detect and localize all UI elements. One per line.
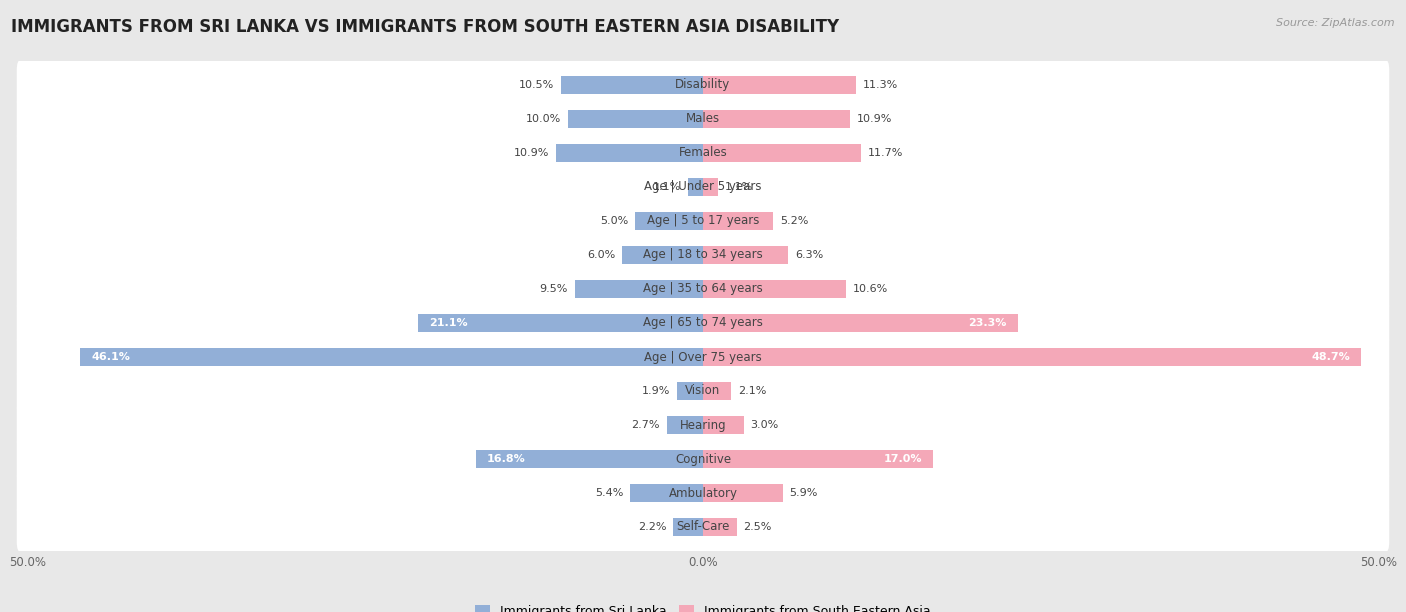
Bar xyxy=(621,246,703,264)
Bar xyxy=(630,484,703,502)
Bar xyxy=(568,110,703,128)
FancyBboxPatch shape xyxy=(17,128,1389,178)
Text: 5.2%: 5.2% xyxy=(780,216,808,226)
Bar xyxy=(80,348,703,366)
Text: Age | 18 to 34 years: Age | 18 to 34 years xyxy=(643,248,763,261)
Bar xyxy=(703,518,737,536)
Text: Self-Care: Self-Care xyxy=(676,520,730,534)
Text: 9.5%: 9.5% xyxy=(540,284,568,294)
Bar xyxy=(477,450,703,468)
Text: 6.3%: 6.3% xyxy=(794,250,823,260)
FancyBboxPatch shape xyxy=(17,332,1389,382)
Text: IMMIGRANTS FROM SRI LANKA VS IMMIGRANTS FROM SOUTH EASTERN ASIA DISABILITY: IMMIGRANTS FROM SRI LANKA VS IMMIGRANTS … xyxy=(11,18,839,36)
Text: Disability: Disability xyxy=(675,78,731,92)
Bar xyxy=(703,484,783,502)
FancyBboxPatch shape xyxy=(17,60,1389,110)
Text: 1.1%: 1.1% xyxy=(654,182,682,192)
Text: 1.1%: 1.1% xyxy=(724,182,752,192)
FancyBboxPatch shape xyxy=(17,298,1389,348)
Text: Age | Over 75 years: Age | Over 75 years xyxy=(644,351,762,364)
Text: 2.7%: 2.7% xyxy=(631,420,659,430)
Text: 10.5%: 10.5% xyxy=(519,80,554,90)
Text: Source: ZipAtlas.com: Source: ZipAtlas.com xyxy=(1277,18,1395,28)
FancyBboxPatch shape xyxy=(17,230,1389,280)
Bar xyxy=(666,416,703,434)
Text: Cognitive: Cognitive xyxy=(675,452,731,466)
Text: 11.3%: 11.3% xyxy=(862,80,897,90)
FancyBboxPatch shape xyxy=(17,468,1389,518)
Bar xyxy=(703,144,860,162)
Bar xyxy=(703,348,1361,366)
Text: 16.8%: 16.8% xyxy=(486,454,526,464)
Text: Hearing: Hearing xyxy=(679,419,727,431)
FancyBboxPatch shape xyxy=(17,196,1389,246)
Bar xyxy=(561,76,703,94)
Bar xyxy=(703,450,932,468)
Bar xyxy=(673,518,703,536)
Text: 46.1%: 46.1% xyxy=(91,352,129,362)
Text: 10.0%: 10.0% xyxy=(526,114,561,124)
Text: 3.0%: 3.0% xyxy=(751,420,779,430)
Text: Age | 35 to 64 years: Age | 35 to 64 years xyxy=(643,283,763,296)
Bar xyxy=(703,382,731,400)
Text: 2.2%: 2.2% xyxy=(638,522,666,532)
Text: Ambulatory: Ambulatory xyxy=(668,487,738,499)
FancyBboxPatch shape xyxy=(17,366,1389,416)
Text: 10.9%: 10.9% xyxy=(858,114,893,124)
FancyBboxPatch shape xyxy=(17,502,1389,552)
Bar xyxy=(703,76,856,94)
Text: Females: Females xyxy=(679,146,727,160)
FancyBboxPatch shape xyxy=(17,264,1389,314)
Bar xyxy=(703,246,789,264)
Text: 5.9%: 5.9% xyxy=(789,488,818,498)
Text: 5.4%: 5.4% xyxy=(595,488,623,498)
Text: 10.6%: 10.6% xyxy=(853,284,889,294)
Bar xyxy=(703,280,846,298)
Bar xyxy=(703,212,773,230)
Bar xyxy=(678,382,703,400)
Text: 6.0%: 6.0% xyxy=(586,250,616,260)
Text: 2.1%: 2.1% xyxy=(738,386,766,396)
Bar xyxy=(703,110,851,128)
Text: Males: Males xyxy=(686,113,720,125)
FancyBboxPatch shape xyxy=(17,162,1389,212)
FancyBboxPatch shape xyxy=(17,94,1389,144)
Bar xyxy=(636,212,703,230)
Text: 11.7%: 11.7% xyxy=(868,148,903,158)
Bar xyxy=(575,280,703,298)
FancyBboxPatch shape xyxy=(17,434,1389,484)
Text: 10.9%: 10.9% xyxy=(513,148,548,158)
Bar xyxy=(418,314,703,332)
Text: Age | Under 5 years: Age | Under 5 years xyxy=(644,181,762,193)
Text: 1.9%: 1.9% xyxy=(643,386,671,396)
Legend: Immigrants from Sri Lanka, Immigrants from South Eastern Asia: Immigrants from Sri Lanka, Immigrants fr… xyxy=(470,600,936,612)
Bar xyxy=(703,416,744,434)
Text: 48.7%: 48.7% xyxy=(1312,352,1350,362)
Text: Age | 5 to 17 years: Age | 5 to 17 years xyxy=(647,214,759,228)
FancyBboxPatch shape xyxy=(17,400,1389,450)
Text: 5.0%: 5.0% xyxy=(600,216,628,226)
Bar xyxy=(703,314,1018,332)
Text: Vision: Vision xyxy=(685,384,721,398)
Text: Age | 65 to 74 years: Age | 65 to 74 years xyxy=(643,316,763,329)
Text: 21.1%: 21.1% xyxy=(429,318,467,328)
Text: 17.0%: 17.0% xyxy=(883,454,922,464)
Bar xyxy=(703,178,718,196)
Bar xyxy=(555,144,703,162)
Text: 23.3%: 23.3% xyxy=(969,318,1007,328)
Text: 2.5%: 2.5% xyxy=(744,522,772,532)
Bar xyxy=(688,178,703,196)
